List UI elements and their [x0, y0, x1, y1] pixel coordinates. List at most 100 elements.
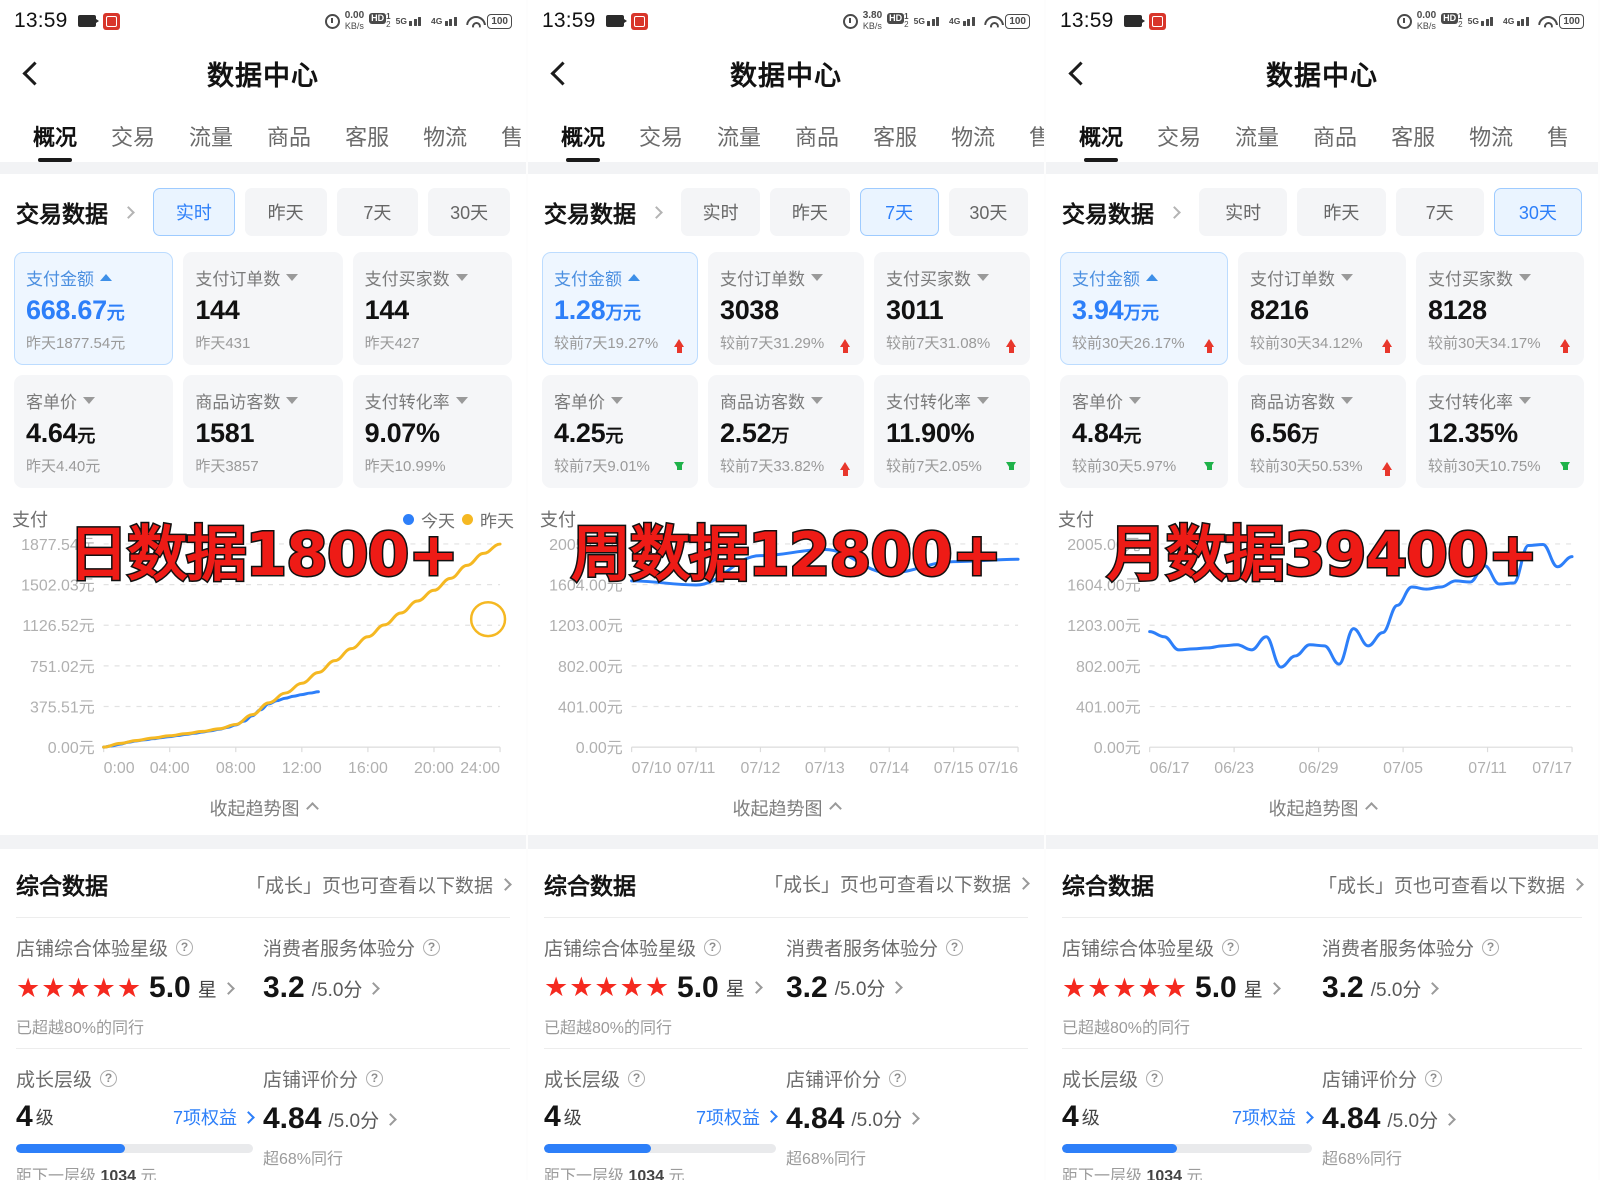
growth-level-card[interactable]: 成长层级? 4 级 7项权益 距下一层级 1034 元: [16, 1065, 263, 1180]
help-icon[interactable]: ?: [100, 1070, 118, 1087]
help-icon[interactable]: ?: [1146, 1070, 1164, 1088]
svg-text:751.02元: 751.02元: [30, 659, 95, 676]
metric-card-4[interactable]: 商品访客数 1581 昨天3857: [183, 375, 343, 488]
chart-metric-label: 支付: [540, 510, 576, 530]
metric-card-4[interactable]: 商品访客数 6.56万 较前30天50.53%: [1238, 375, 1406, 488]
store-rating-card[interactable]: 店铺评价分? 4.84 /5.0分 超68%同行: [786, 1065, 1028, 1180]
tab-3[interactable]: 商品: [267, 125, 312, 150]
tab-1[interactable]: 交易: [639, 125, 684, 150]
growth-level-unit: 级: [35, 1108, 54, 1128]
range-chip-7天[interactable]: 7天: [336, 188, 419, 236]
range-chip-7天[interactable]: 7天: [1395, 188, 1484, 236]
range-chip-昨天[interactable]: 昨天: [244, 188, 327, 236]
filter-title[interactable]: 交易数据: [544, 201, 636, 227]
metric-card-0[interactable]: 支付金额 3.94万元 较前30天26.17%: [1060, 252, 1228, 365]
help-icon[interactable]: ?: [1425, 1070, 1443, 1088]
rights-link[interactable]: 7项权益: [696, 1104, 778, 1130]
rights-link[interactable]: 7项权益: [173, 1104, 255, 1130]
tab-4[interactable]: 客服: [1391, 125, 1436, 150]
metric-card-2[interactable]: 支付买家数 8128 较前30天34.17%: [1416, 252, 1584, 365]
tab-0[interactable]: 概况: [544, 120, 622, 162]
tab-1[interactable]: 交易: [111, 125, 156, 150]
alarm-clock-icon: [324, 13, 340, 29]
metric-card-5[interactable]: 支付转化率 12.35% 较前30天10.75%: [1416, 375, 1584, 488]
growth-page-link-label: 「成长」页也可查看以下数据: [245, 875, 493, 897]
growth-level-card[interactable]: 成长层级? 4 级 7项权益 距下一层级 1034 元: [544, 1065, 786, 1180]
metric-card-3[interactable]: 客单价 4.64元 昨天4.40元: [14, 375, 174, 488]
metric-sub: 昨天431: [195, 332, 330, 353]
help-icon[interactable]: ?: [423, 939, 441, 956]
tab-3[interactable]: 商品: [1313, 125, 1358, 150]
metric-card-0[interactable]: 支付金额 1.28万元 较前7天19.27%: [542, 252, 698, 365]
tab-6[interactable]: 售: [1547, 125, 1570, 150]
range-chip-昨天[interactable]: 昨天: [1297, 188, 1386, 236]
tab-2[interactable]: 流量: [1235, 125, 1280, 150]
metric-sub: 昨天10.99%: [365, 455, 500, 476]
growth-page-link[interactable]: 「成长」页也可查看以下数据: [1318, 871, 1584, 898]
metric-card-5[interactable]: 支付转化率 9.07% 昨天10.99%: [352, 375, 512, 488]
tab-6[interactable]: 售: [1012, 120, 1044, 162]
composite-header: 综合数据 「成长」页也可查看以下数据: [528, 849, 1044, 917]
range-chip-7天[interactable]: 7天: [859, 188, 939, 236]
metric-card-1[interactable]: 支付订单数 144 昨天431: [183, 252, 343, 365]
metric-card-head: 支付金额: [554, 265, 686, 290]
tab-0[interactable]: 概况: [16, 120, 94, 162]
metric-card-3[interactable]: 客单价 4.84元 较前30天5.97%: [1060, 375, 1228, 488]
metric-card-1[interactable]: 支付订单数 8216 较前30天34.12%: [1238, 252, 1406, 365]
store-rating-card[interactable]: 店铺评价分? 4.84 /5.0分 超68%同行: [263, 1065, 510, 1180]
metric-card-grid: 支付金额 668.67元 昨天1877.54元 支付订单数 144 昨天431 …: [0, 248, 526, 498]
metric-card-0[interactable]: 支付金额 668.67元 昨天1877.54元: [14, 252, 174, 365]
range-chip-实时[interactable]: 实时: [1199, 188, 1288, 236]
tab-5[interactable]: 物流: [951, 125, 996, 150]
help-icon[interactable]: ?: [176, 939, 194, 956]
help-icon[interactable]: ?: [889, 1069, 907, 1087]
metric-card-4[interactable]: 商品访客数 2.52万 较前7天33.82%: [708, 375, 864, 488]
tab-0[interactable]: 概况: [1062, 120, 1140, 162]
range-chip-30天[interactable]: 30天: [1493, 188, 1582, 236]
range-chip-实时[interactable]: 实时: [153, 188, 235, 236]
tab-4[interactable]: 客服: [345, 125, 390, 150]
help-icon[interactable]: ?: [628, 1069, 646, 1087]
growth-page-link[interactable]: 「成长」页也可查看以下数据: [764, 870, 1030, 897]
metric-card-2[interactable]: 支付买家数 3011 较前7天31.08%: [874, 252, 1030, 365]
collapse-chart-button[interactable]: 收起趋势图: [12, 783, 514, 835]
growth-level-card[interactable]: 成长层级? 4 级 7项权益 距下一层级 1034 元: [1062, 1065, 1322, 1180]
tab-5[interactable]: 物流: [423, 125, 468, 150]
filter-title[interactable]: 交易数据: [1062, 201, 1154, 227]
tab-2[interactable]: 流量: [717, 125, 762, 150]
range-chip-30天[interactable]: 30天: [428, 188, 510, 236]
range-chip-昨天[interactable]: 昨天: [770, 188, 850, 236]
collapse-chart-button[interactable]: 收起趋势图: [1058, 783, 1586, 835]
metric-card-5[interactable]: 支付转化率 11.90% 较前7天2.05%: [874, 375, 1030, 488]
help-icon[interactable]: ?: [946, 938, 964, 956]
store-experience-card[interactable]: 店铺综合体验星级? ★★★★★ 5.0 星 已超越80%的同行: [544, 934, 786, 1038]
service-score-card[interactable]: 消费者服务体验分? 3.2 /5.0分: [263, 934, 510, 1038]
tab-6[interactable]: 售: [501, 125, 524, 150]
rights-link[interactable]: 7项权益: [1232, 1104, 1314, 1130]
store-rating-note: 超68%同行: [1322, 1151, 1403, 1169]
filter-title[interactable]: 交易数据: [16, 201, 108, 227]
service-score-card[interactable]: 消费者服务体验分? 3.2 /5.0分: [1322, 934, 1582, 1038]
store-experience-card[interactable]: 店铺综合体验星级? ★★★★★ 5.0 星 已超越80%的同行: [16, 934, 263, 1038]
growth-page-link[interactable]: 「成长」页也可查看以下数据: [245, 871, 512, 898]
help-icon[interactable]: ?: [366, 1070, 384, 1087]
service-score-card[interactable]: 消费者服务体验分? 3.2 /5.0分: [786, 934, 1028, 1038]
metric-value: 3.94万元: [1072, 295, 1159, 325]
range-chip-实时[interactable]: 实时: [681, 188, 761, 236]
metric-card-3[interactable]: 客单价 4.25元 较前7天9.01%: [542, 375, 698, 488]
tab-3[interactable]: 商品: [795, 125, 840, 150]
tab-4[interactable]: 客服: [873, 125, 918, 150]
store-experience-card[interactable]: 店铺综合体验星级? ★★★★★ 5.0 星 已超越80%的同行: [1062, 934, 1322, 1038]
metric-card-2[interactable]: 支付买家数 144 昨天427: [352, 252, 512, 365]
store-rating-card[interactable]: 店铺评价分? 4.84 /5.0分 超68%同行: [1322, 1065, 1582, 1180]
metric-card-1[interactable]: 支付订单数 3038 较前7天31.29%: [708, 252, 864, 365]
help-icon[interactable]: ?: [704, 938, 722, 956]
tab-5[interactable]: 物流: [1469, 125, 1514, 150]
help-icon[interactable]: ?: [1222, 939, 1240, 957]
tab-1[interactable]: 交易: [1157, 125, 1202, 150]
tab-2[interactable]: 流量: [189, 125, 234, 150]
range-chip-30天[interactable]: 30天: [948, 188, 1028, 236]
collapse-chart-button[interactable]: 收起趋势图: [540, 783, 1032, 835]
help-icon[interactable]: ?: [1482, 939, 1500, 957]
